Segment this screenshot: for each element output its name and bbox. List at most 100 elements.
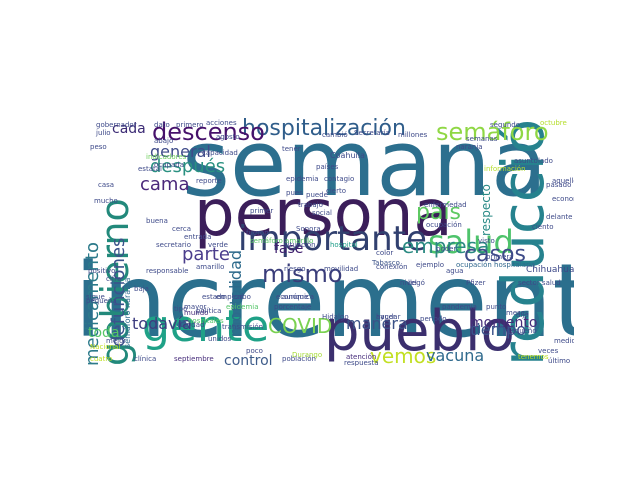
cloud-word: empezó xyxy=(216,293,244,301)
cloud-word: meses xyxy=(506,309,529,317)
cloud-word: tener xyxy=(282,145,301,153)
cloud-word: incremento xyxy=(76,242,574,361)
cloud-word: naranja xyxy=(456,143,483,151)
cloud-word: llegó xyxy=(408,279,425,287)
cloud-word: Chihuahua xyxy=(526,265,574,275)
cloud-word: parte xyxy=(182,244,230,265)
cloud-word: ejemplo xyxy=(416,261,445,269)
cloud-word: aunque xyxy=(282,293,309,301)
cloud-word: mismo xyxy=(262,260,343,288)
cloud-word: hospitales xyxy=(188,317,224,325)
cloud-word: mucho xyxy=(94,197,118,205)
cloud-word: responsable xyxy=(146,267,189,275)
cloud-word: millones xyxy=(398,131,428,139)
cloud-word: asunto xyxy=(514,157,538,165)
cloud-word: atención xyxy=(346,353,377,361)
cloud-word: estatal xyxy=(138,165,162,173)
cloud-word: reporte xyxy=(196,177,222,185)
cloud-word: cifra xyxy=(106,275,122,283)
cloud-word: tipo xyxy=(174,305,188,313)
cloud-word: mayor xyxy=(184,303,207,311)
cloud-word: Tabasco xyxy=(372,259,400,267)
cloud-word: último xyxy=(548,357,571,365)
cloud-word: veces xyxy=(538,347,559,355)
cloud-word: pandemia xyxy=(442,303,477,311)
cloud-word: gente xyxy=(142,301,270,352)
cloud-word: aquello xyxy=(552,177,574,185)
cloud-word: respuesta xyxy=(344,359,379,367)
cloud-word: cerca xyxy=(172,225,192,233)
cloud-word: casos xyxy=(464,242,526,267)
cloud-word: acciones xyxy=(206,119,237,127)
cloud-word: pueblo xyxy=(324,299,515,364)
cloud-word: cada xyxy=(112,121,146,137)
cloud-word: Ciudad xyxy=(180,321,205,329)
cloud-word: abajo xyxy=(154,137,174,145)
cloud-word: epidemia xyxy=(286,175,319,183)
cloud-word: sector salud xyxy=(518,279,561,287)
cloud-word: información xyxy=(484,165,526,173)
cloud-word: primero xyxy=(176,121,204,129)
cloud-word: visto xyxy=(478,237,495,245)
cloud-word: ciento xyxy=(532,223,554,231)
cloud-word: pequeño xyxy=(506,327,537,335)
cloud-word: Coahuila xyxy=(330,151,365,160)
cloud-word: social xyxy=(312,209,332,217)
cloud-word: período xyxy=(420,315,447,323)
cloud-word: casa xyxy=(98,181,115,189)
cloud-word: trabajo xyxy=(298,201,323,209)
cloud-word: punto xyxy=(486,303,507,311)
cloud-word: salud xyxy=(428,223,514,261)
cloud-word: ocupación hospitalaria xyxy=(456,261,536,269)
cloud-word: medida xyxy=(554,337,574,345)
cloud-word: septiembre xyxy=(174,355,214,363)
cloud-word: sigue xyxy=(86,293,105,301)
cloud-word: Nacional xyxy=(90,343,121,351)
cloud-word: respecto xyxy=(479,184,493,236)
cloud-word: riesgo xyxy=(284,265,306,273)
cloud-word: manera xyxy=(346,314,408,333)
word-cloud: semana persona incremento reducción gent… xyxy=(76,118,574,366)
cloud-word: mundo xyxy=(184,309,209,317)
cloud-word: secretario xyxy=(156,241,191,249)
cloud-word: empresa xyxy=(402,234,490,258)
cloud-word: Sonora xyxy=(296,225,321,233)
cloud-word: clínica xyxy=(134,355,157,363)
cloud-word: Hidalgo xyxy=(322,313,349,321)
cloud-word: Secretaría xyxy=(354,129,390,137)
cloud-word: pequeña xyxy=(86,297,117,305)
cloud-word: amarillo xyxy=(196,263,225,271)
cloud-word: ocupada xyxy=(154,161,185,169)
cloud-word: puede xyxy=(306,191,328,199)
cloud-word: primera xyxy=(486,253,514,261)
cloud-word: julio xyxy=(96,129,111,137)
cloud-word: país xyxy=(416,200,462,225)
cloud-word: contagio xyxy=(324,175,355,183)
cloud-word: economía xyxy=(552,195,574,203)
cloud-word: entrada xyxy=(184,233,212,241)
cloud-word: cierto xyxy=(326,187,347,195)
cloud-word: semanas xyxy=(466,135,498,143)
cloud-word: hospital xyxy=(330,241,358,249)
cloud-word: política xyxy=(196,307,222,315)
cloud-word: descenso xyxy=(152,118,265,146)
cloud-word: enfermedad xyxy=(424,201,467,209)
cloud-word: poder xyxy=(436,245,457,253)
cloud-word: momento xyxy=(470,315,538,331)
cloud-word: color xyxy=(376,249,394,257)
cloud-word: fueron xyxy=(246,229,269,237)
cloud-word: movilidad xyxy=(324,265,359,273)
cloud-word: lado xyxy=(538,157,553,165)
cloud-word: hacer xyxy=(376,313,396,321)
cloud-word: general xyxy=(150,142,211,161)
cloud-word: agua xyxy=(446,267,464,275)
cloud-word: Durango xyxy=(292,351,323,359)
cloud-word: todavía xyxy=(132,314,192,333)
cloud-word: cama xyxy=(140,174,190,195)
cloud-word: verde xyxy=(208,241,228,249)
cloud-word: tiempo xyxy=(470,320,527,339)
cloud-word: octubre xyxy=(540,119,567,127)
cloud-word: semana xyxy=(182,118,548,217)
cloud-word: tenemos xyxy=(518,353,549,361)
cloud-word: primer xyxy=(250,207,274,215)
